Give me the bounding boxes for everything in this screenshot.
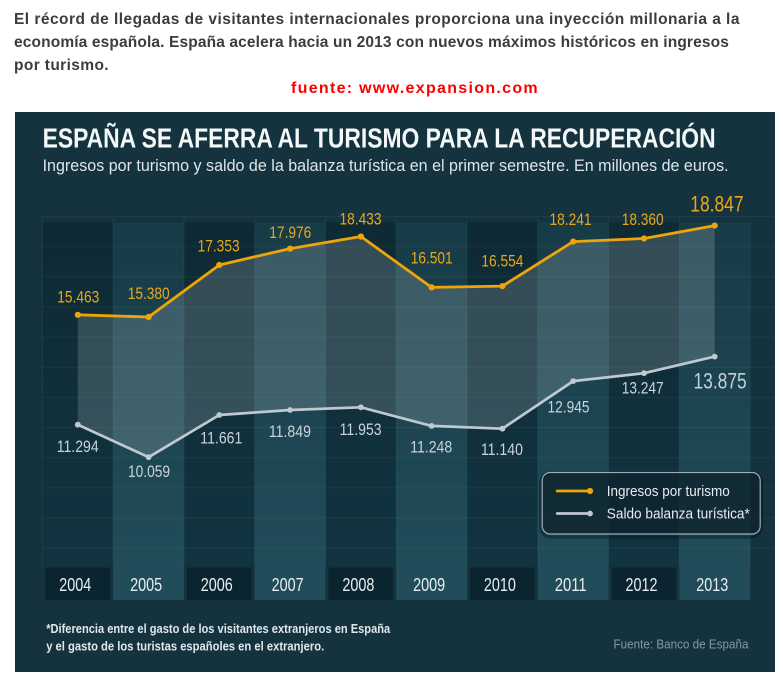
svg-text:18.433: 18.433 xyxy=(340,209,382,228)
svg-text:15.463: 15.463 xyxy=(57,287,99,306)
svg-text:Ingresos por turismo y saldo d: Ingresos por turismo y saldo de la balan… xyxy=(43,156,729,175)
svg-text:2012: 2012 xyxy=(626,575,658,595)
svg-text:2009: 2009 xyxy=(413,575,445,595)
svg-text:11.294: 11.294 xyxy=(57,437,99,456)
svg-text:Fuente: Banco de España: Fuente: Banco de España xyxy=(614,636,750,651)
svg-text:Saldo balanza turística*: Saldo balanza turística* xyxy=(607,506,750,523)
svg-text:11.953: 11.953 xyxy=(340,420,382,439)
svg-text:Ingresos por turismo: Ingresos por turismo xyxy=(607,483,730,500)
svg-text:11.661: 11.661 xyxy=(200,428,242,447)
svg-text:11.248: 11.248 xyxy=(410,438,452,457)
svg-text:18.360: 18.360 xyxy=(622,210,664,229)
svg-text:17.976: 17.976 xyxy=(269,223,311,242)
svg-text:16.501: 16.501 xyxy=(411,248,453,267)
svg-text:13.247: 13.247 xyxy=(622,379,664,398)
svg-text:2011: 2011 xyxy=(555,575,587,595)
svg-text:ESPAÑA SE AFERRA AL TURISMO PA: ESPAÑA SE AFERRA AL TURISMO PARA LA RECU… xyxy=(43,123,716,154)
svg-text:*Diferencia entre el gasto de: *Diferencia entre el gasto de los visita… xyxy=(46,621,391,636)
svg-text:2006: 2006 xyxy=(201,575,233,595)
svg-text:10.059: 10.059 xyxy=(128,462,170,481)
svg-text:y el gasto de los turistas esp: y el gasto de los turistas españoles en … xyxy=(46,639,324,654)
svg-text:13.875: 13.875 xyxy=(693,369,746,394)
svg-text:16.554: 16.554 xyxy=(481,252,523,271)
svg-text:18.847: 18.847 xyxy=(690,192,743,217)
svg-text:2010: 2010 xyxy=(484,575,516,595)
svg-text:2004: 2004 xyxy=(59,575,91,595)
svg-text:2008: 2008 xyxy=(342,575,374,595)
svg-text:11.849: 11.849 xyxy=(269,422,311,441)
svg-text:15.380: 15.380 xyxy=(128,284,170,303)
svg-text:18.241: 18.241 xyxy=(550,210,592,229)
svg-text:2005: 2005 xyxy=(130,575,162,595)
svg-text:2007: 2007 xyxy=(272,575,304,595)
svg-text:12.945: 12.945 xyxy=(548,397,590,416)
svg-text:17.353: 17.353 xyxy=(198,237,240,256)
svg-text:11.140: 11.140 xyxy=(481,440,523,459)
svg-text:2013: 2013 xyxy=(696,575,728,595)
